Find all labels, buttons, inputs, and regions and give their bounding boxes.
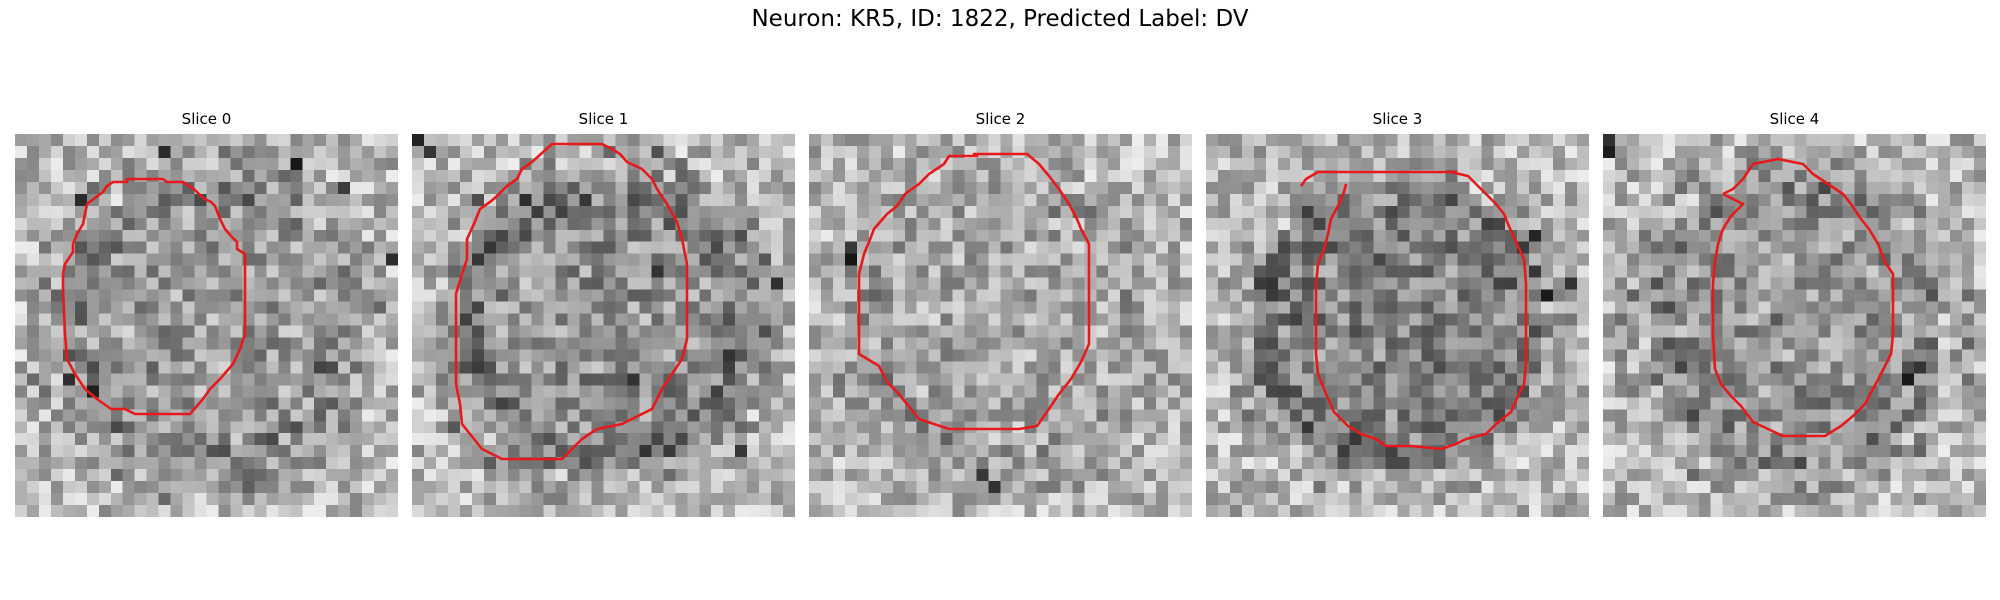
- slice-image: [1206, 134, 1589, 517]
- slice-image: [809, 134, 1192, 517]
- roi-contour: [1299, 170, 1528, 451]
- slice-panel-1: Slice 1: [412, 108, 795, 517]
- slice-image: [15, 134, 398, 517]
- roi-contour: [61, 177, 247, 416]
- roi-contour: [1711, 157, 1895, 438]
- slice-image: [1603, 134, 1986, 517]
- slice-title: Slice 3: [1372, 110, 1423, 128]
- slice-panel-0: Slice 0: [15, 108, 398, 517]
- slice-title: Slice 1: [578, 110, 629, 128]
- slice-image: [412, 134, 795, 517]
- slice-title: Slice 4: [1769, 110, 1820, 128]
- slice-panel-3: Slice 3: [1206, 108, 1589, 517]
- slice-title: Slice 2: [975, 110, 1026, 128]
- slice-panel-4: Slice 4: [1603, 108, 1986, 517]
- figure-title: Neuron: KR5, ID: 1822, Predicted Label: …: [751, 6, 1249, 32]
- roi-contour: [857, 152, 1091, 431]
- slice-panel-2: Slice 2: [809, 108, 1192, 517]
- slice-title: Slice 0: [181, 110, 232, 128]
- roi-contour: [454, 142, 689, 461]
